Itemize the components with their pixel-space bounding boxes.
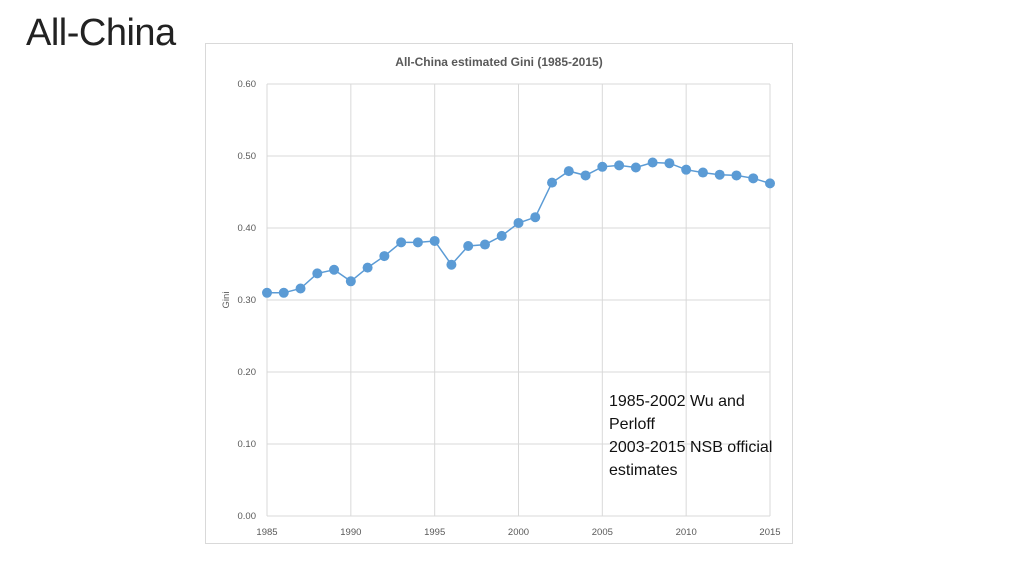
data-point [379, 251, 390, 262]
data-point [329, 264, 340, 275]
gridlines [266, 83, 771, 517]
data-point [765, 178, 775, 189]
data-point [463, 241, 474, 251]
data-point [647, 157, 658, 168]
data-point [530, 212, 541, 223]
data-point [513, 217, 524, 228]
data-point [580, 170, 591, 181]
data-point [664, 158, 675, 169]
x-tick-label: 2010 [676, 527, 697, 538]
data-point [312, 268, 323, 279]
y-tick-label: 0.00 [238, 511, 257, 522]
x-tick-label: 2000 [508, 527, 529, 538]
data-point [547, 177, 558, 188]
data-point [496, 230, 507, 241]
data-point [295, 283, 306, 294]
data-point [412, 237, 423, 248]
data-point [429, 235, 440, 246]
data-point [614, 160, 625, 171]
data-point [681, 164, 692, 175]
x-tick-labels: 1985 1990 1995 2000 2005 2010 2015 [256, 527, 780, 538]
data-point [345, 276, 356, 287]
data-point [731, 170, 742, 181]
x-tick-label: 1995 [424, 527, 445, 538]
source-note: 1985-2002 Wu and Perloff 2003-2015 NSB o… [609, 390, 799, 482]
data-point [262, 287, 272, 298]
data-point [446, 259, 457, 270]
chart-frame [205, 43, 793, 544]
y-tick-label: 0.10 [238, 439, 257, 450]
y-tick-label: 0.20 [238, 367, 257, 378]
x-tick-label: 2005 [592, 527, 613, 538]
y-tick-labels: 0.00 0.10 0.20 0.30 0.40 0.50 0.60 [238, 79, 257, 522]
y-tick-label: 0.40 [238, 223, 257, 234]
x-tick-label: 1985 [256, 527, 277, 538]
source-note-line-2: 2003-2015 NSB official estimates [609, 439, 773, 479]
data-point [563, 166, 574, 177]
data-point [630, 162, 641, 173]
data-point [697, 167, 708, 178]
data-point [362, 262, 373, 273]
source-note-line-1: 1985-2002 Wu and Perloff [609, 393, 745, 433]
data-point [597, 161, 608, 172]
x-tick-label: 1990 [340, 527, 361, 538]
slide-title: All-China [26, 12, 176, 54]
data-point [714, 169, 725, 180]
y-axis-label: Gini [221, 292, 232, 309]
data-point [479, 239, 490, 250]
data-point [278, 287, 289, 298]
y-tick-label: 0.50 [238, 151, 257, 162]
x-tick-label: 2015 [759, 527, 780, 538]
chart-title: All-China estimated Gini (1985-2015) [395, 55, 602, 69]
y-tick-label: 0.30 [238, 295, 257, 306]
series-gini [262, 157, 775, 298]
data-point [396, 237, 407, 248]
y-tick-label: 0.60 [238, 79, 257, 90]
data-point [748, 173, 759, 184]
